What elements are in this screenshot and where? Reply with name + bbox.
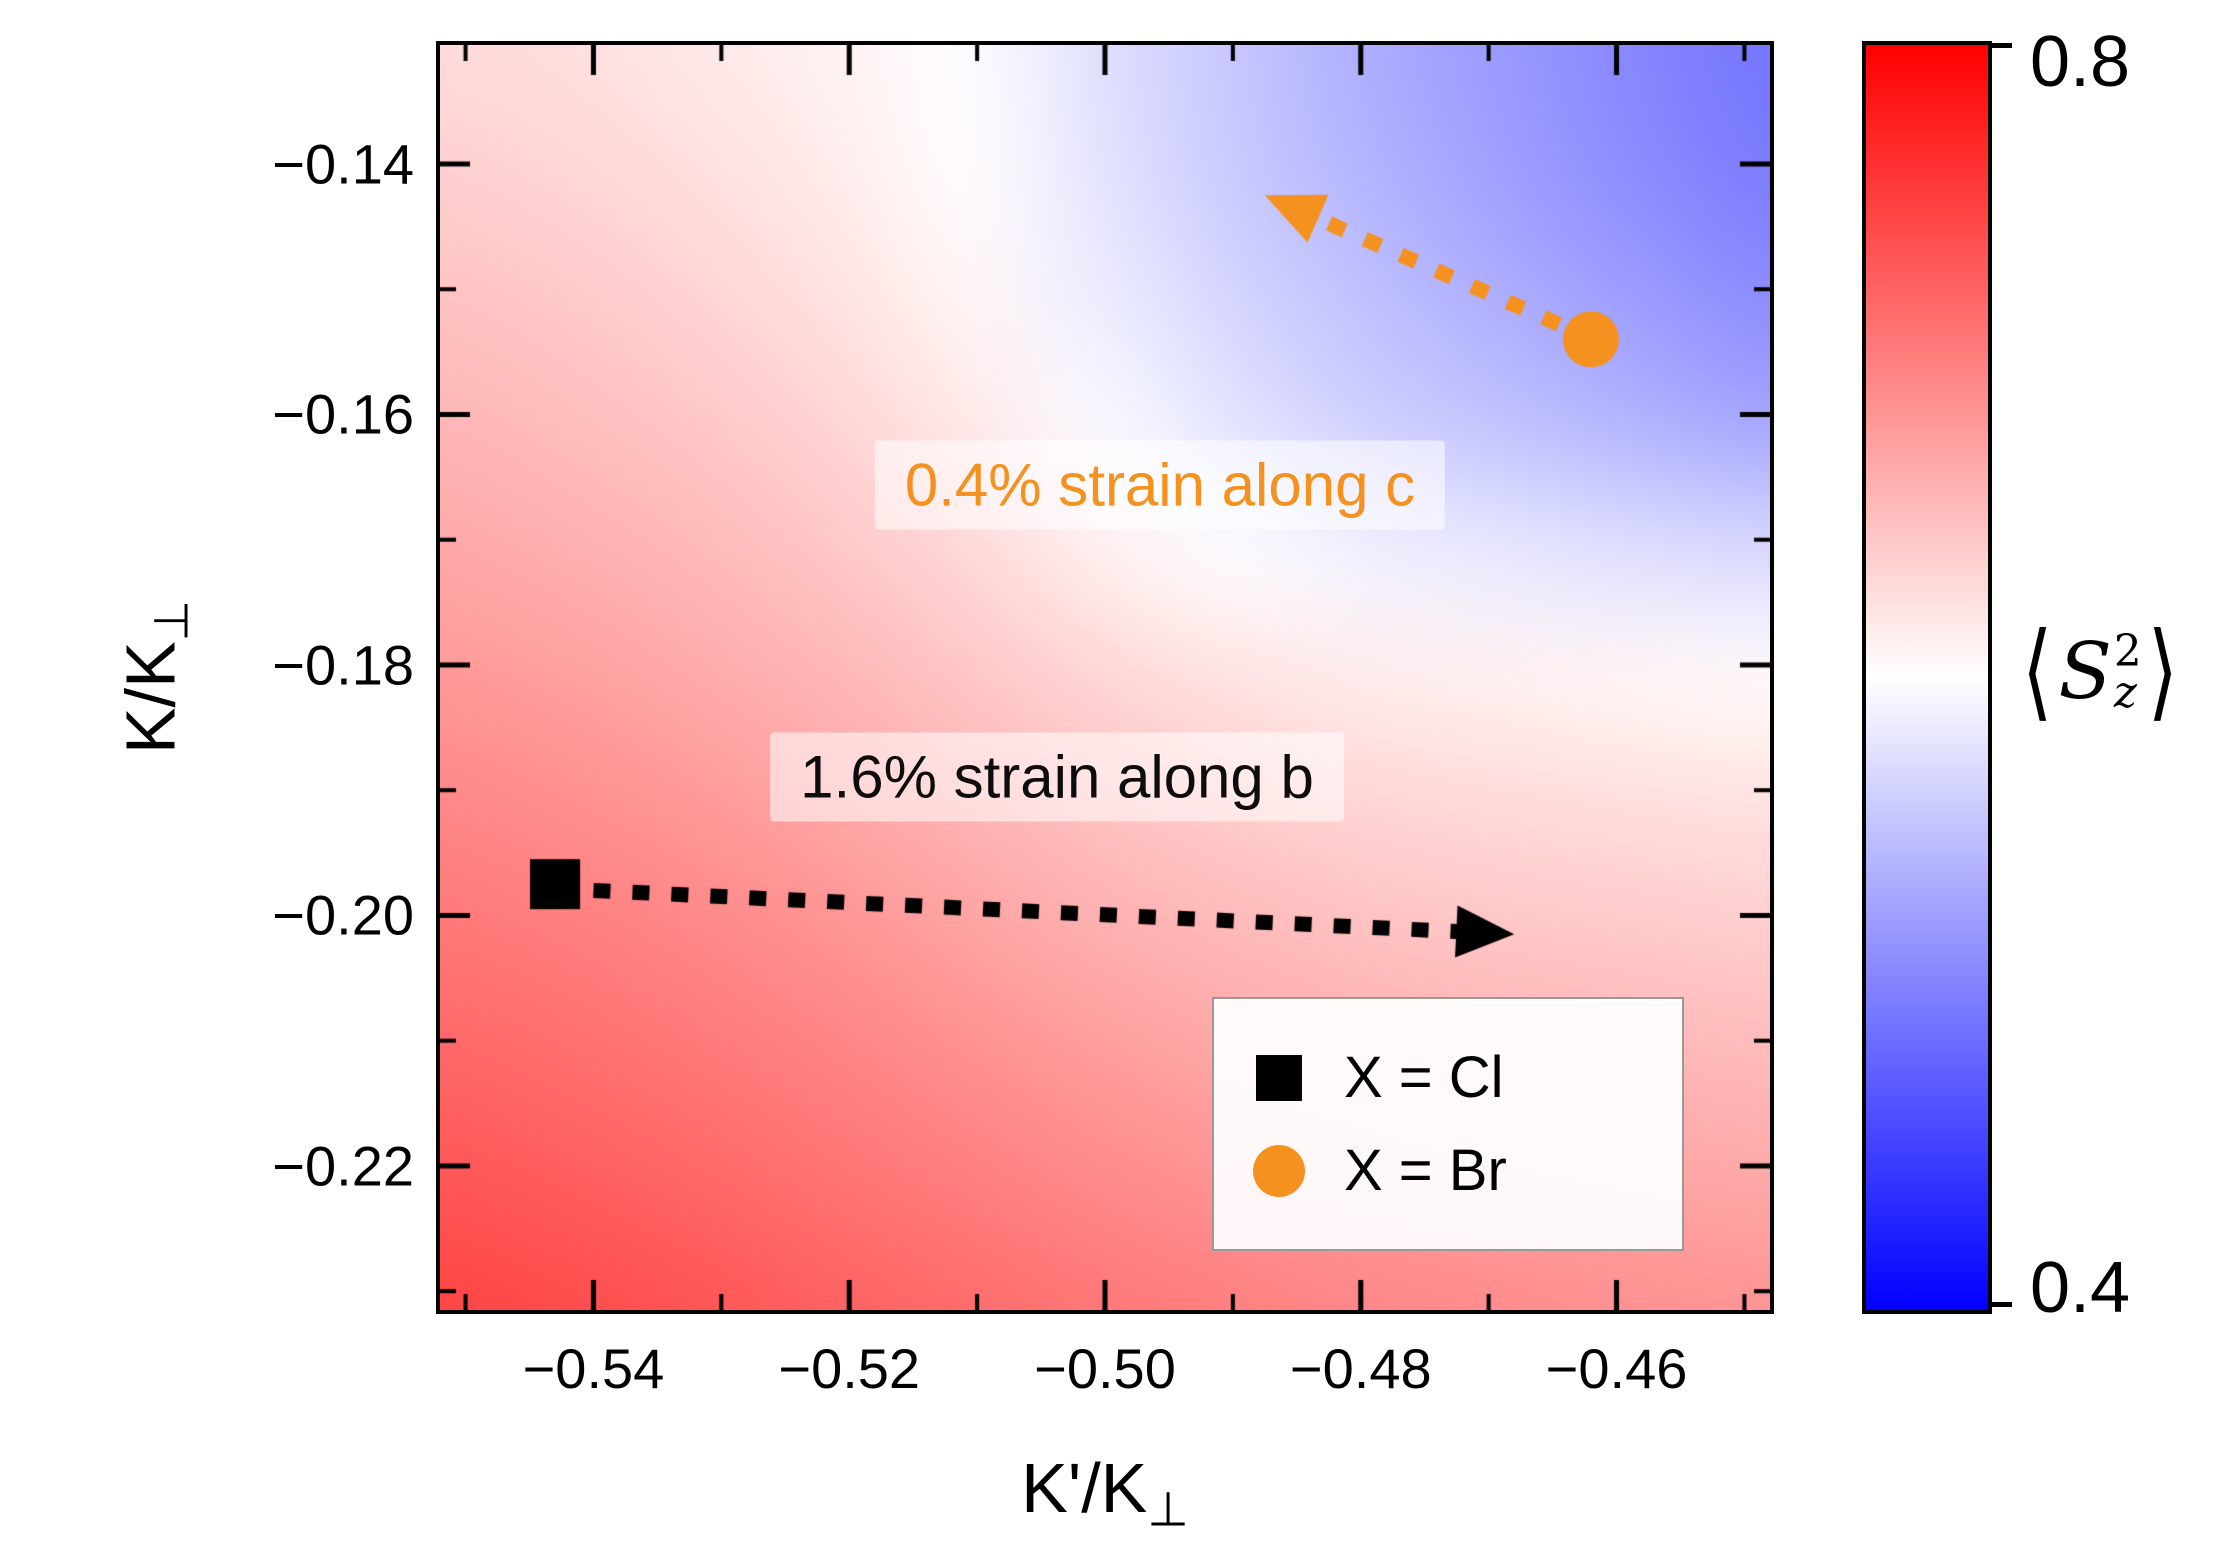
colorbar-label-close-bracket: ⟩ [2147,611,2179,733]
colorbar-min-label: 0.4 [2030,1248,2131,1328]
y-tick-label: −0.14 [272,132,414,196]
colorbar-label: ⟨ S 2 z ⟩ [2022,611,2178,733]
plot-area: 0.4% strain along c 1.6% strain along b … [436,41,1774,1314]
legend-label-br: X = Br [1344,1138,1507,1203]
legend-marker-box [1214,1054,1344,1101]
colorbar-label-symbol: S [2058,627,2112,717]
legend-item-br: X = Br [1214,1137,1682,1204]
colorbar-max-label: 0.8 [2030,22,2131,102]
x-tick-label: −0.54 [522,1337,665,1400]
y-tick-label: −0.18 [272,633,414,697]
circle-marker-icon [1253,1144,1305,1197]
y-axis-label: K/K⊥ [110,600,199,754]
x-tick-label: −0.50 [1034,1337,1176,1400]
x-axis-label: K'/K⊥ [1021,1448,1189,1537]
colorbar [1862,41,1992,1314]
colorbar-label-open-bracket: ⟨ [2022,611,2053,733]
legend-marker-box [1214,1144,1344,1197]
x-tick-label: −0.48 [1289,1337,1432,1400]
x-axis-label-main: K'/K [1021,1449,1148,1527]
colorbar-label-superscript: 2 [2113,625,2142,677]
y-tick-label: −0.16 [272,382,414,446]
x-tick-label: −0.52 [778,1337,921,1400]
colorbar-tick-bottom [1990,1302,2012,1307]
y-axis-label-sub: ⊥ [145,599,199,642]
legend-label-cl: X = Cl [1344,1045,1504,1110]
y-tick-label: −0.20 [272,883,414,947]
annotation-strain-b: 1.6% strain along b [770,732,1344,822]
colorbar-label-subscript: z [2113,667,2137,718]
y-tick-label: −0.22 [272,1134,414,1198]
colorbar-tick-top [1990,43,2012,48]
y-axis-label-main: K/K [111,641,190,755]
legend-item-cl: X = Cl [1214,1044,1682,1111]
colorbar-label-scripts: 2 z [2113,625,2142,718]
square-marker-icon [1256,1054,1302,1101]
x-tick-label: −0.46 [1545,1337,1688,1400]
x-axis-label-sub: ⊥ [1147,1483,1189,1537]
annotation-strain-c: 0.4% strain along c [874,440,1446,530]
legend: X = Cl X = Br [1212,997,1684,1251]
